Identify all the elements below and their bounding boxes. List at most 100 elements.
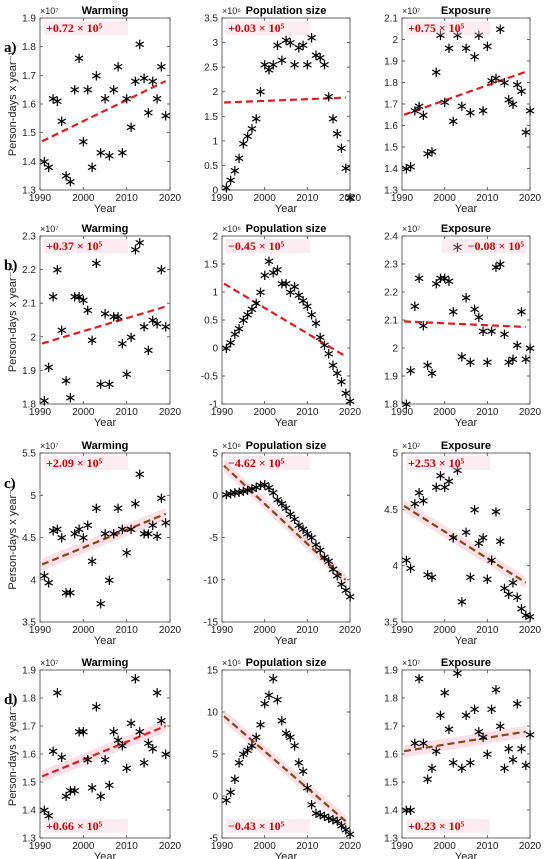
data-point: ∗ (133, 35, 146, 53)
data-point: ∗ (494, 255, 507, 273)
data-point: ∗ (468, 300, 481, 318)
data-point: ∗ (64, 172, 77, 190)
y-tick-label: 2 (212, 87, 218, 98)
row-label-d: d) (4, 692, 17, 708)
data-point: ∗ (116, 737, 129, 755)
data-point: ∗ (288, 510, 301, 528)
data-point: ∗ (55, 112, 68, 130)
data-point: ∗ (47, 89, 60, 107)
x-tick-label: 1990 (211, 407, 234, 418)
data-point: ∗ (339, 821, 352, 839)
panel-b-exposure: Exposure ×10⁷ 1.8 1.9 2 2.1 2.2 2.3 2.4 1990 2000 2… (384, 223, 541, 429)
data-point: ∗ (426, 759, 439, 777)
data-point: ∗ (267, 56, 280, 74)
data-point: ∗ (485, 551, 498, 569)
data-point: ∗ (112, 499, 125, 517)
data-point: ∗ (477, 322, 490, 340)
x-axis-label: Year (94, 851, 117, 859)
data-point: ∗ (90, 254, 103, 272)
x-tick-label: 2020 (519, 625, 542, 636)
x-tick-label: 2010 (296, 193, 319, 204)
data-point: ∗ (224, 171, 237, 189)
data-point: ∗ (254, 476, 267, 494)
data-point: ∗ (125, 328, 138, 346)
data-point: ∗ (519, 123, 532, 141)
x-axis-label: Year (94, 203, 117, 215)
y-tick-label: 4.5 (384, 505, 398, 516)
data-point: ∗ (129, 495, 142, 513)
y-tick-label: 0 (212, 491, 218, 502)
chart-title: Warming (82, 5, 129, 17)
data-point: ∗ (112, 731, 125, 749)
data-point: ∗ (400, 160, 413, 178)
data-point: ∗ (107, 81, 120, 99)
data-point: ∗ (434, 706, 447, 724)
y-tick-label: 4 (392, 561, 398, 572)
data-point: ∗ (284, 283, 297, 301)
x-tick-label: 1990 (391, 193, 414, 204)
data-point: ∗ (519, 756, 532, 774)
data-point: ∗ (129, 72, 142, 90)
x-tick-label: 1990 (211, 625, 234, 636)
data-point: ∗ (413, 269, 426, 287)
data-point: ∗ (103, 571, 116, 589)
annotation-background (442, 239, 526, 253)
y-tick-label: -15 (204, 618, 219, 629)
chart-title: Population size (246, 440, 327, 452)
data-point: ∗ (55, 529, 68, 547)
data-point: ∗ (112, 58, 125, 76)
y-tick-label: 1.5 (22, 778, 36, 789)
data-point: ∗ (47, 287, 60, 305)
chart-title: Exposure (441, 440, 491, 452)
data-point: ∗ (519, 606, 532, 624)
data-point: ∗ (151, 89, 164, 107)
data-point: ∗ (133, 723, 146, 741)
y-tick-label: 1.8 (384, 400, 398, 411)
panel-d-warming: Warming ×10⁷ 1.3 1.4 1.5 1.6 1.7 1.8 1.9 1990 2000… (7, 657, 182, 859)
data-point: ∗ (438, 478, 451, 496)
data-point: ∗ (293, 38, 306, 56)
data-point: ∗ (426, 364, 439, 382)
data-point: ∗ (263, 686, 276, 704)
data-point: ∗ (60, 371, 73, 389)
data-point: ∗ (107, 723, 120, 741)
y-axis-label: Person-days x year⁻¹ (7, 268, 19, 373)
data-point: ∗ (68, 781, 81, 799)
y-tick-label: -5 (209, 533, 218, 544)
data-point: ∗ (86, 552, 99, 570)
y-tick-label: 1.6 (384, 121, 398, 132)
data-point: ∗ (229, 484, 242, 502)
plot-frame (401, 452, 531, 623)
y-tick-label: 2.2 (384, 288, 398, 299)
y-tick-label: 0 (212, 792, 218, 803)
panel-d-exposure: Exposure ×10⁷ 1.3 1.4 1.5 1.6 1.7 1.8 1.9 1990 200… (384, 657, 541, 859)
data-point: ∗ (511, 76, 524, 94)
x-tick-label: 2000 (254, 407, 277, 418)
data-point: ∗ (64, 583, 77, 601)
plot-frame (221, 17, 351, 191)
data-point: ∗ (284, 34, 297, 52)
annotation-background (44, 456, 128, 470)
data-point: ∗ (524, 101, 537, 119)
y-tick-label: 1.6 (22, 750, 36, 761)
y-axis-label: Person-days x year⁻¹ (7, 485, 19, 590)
x-tick-label: 2010 (116, 841, 139, 852)
data-point: ∗ (335, 373, 348, 391)
axis-exponent: ×10⁷ (40, 6, 59, 16)
data-point: ∗ (502, 91, 515, 109)
data-point: ∗ (335, 575, 348, 593)
data-point: ∗ (77, 132, 90, 150)
data-point: ∗ (451, 26, 464, 44)
data-point: ∗ (524, 725, 537, 743)
data-point: ∗ (481, 37, 494, 55)
data-point: ∗ (267, 484, 280, 502)
data-point: ∗ (460, 706, 473, 724)
chart-title: Population size (246, 5, 327, 17)
data-point: ∗ (426, 142, 439, 160)
data-point: ∗ (498, 74, 511, 92)
data-point: ∗ (112, 308, 125, 326)
chart-title: Population size (246, 223, 327, 235)
data-point: ∗ (507, 574, 520, 592)
data-point: ∗ (473, 723, 486, 741)
data-point: ∗ (447, 112, 460, 130)
